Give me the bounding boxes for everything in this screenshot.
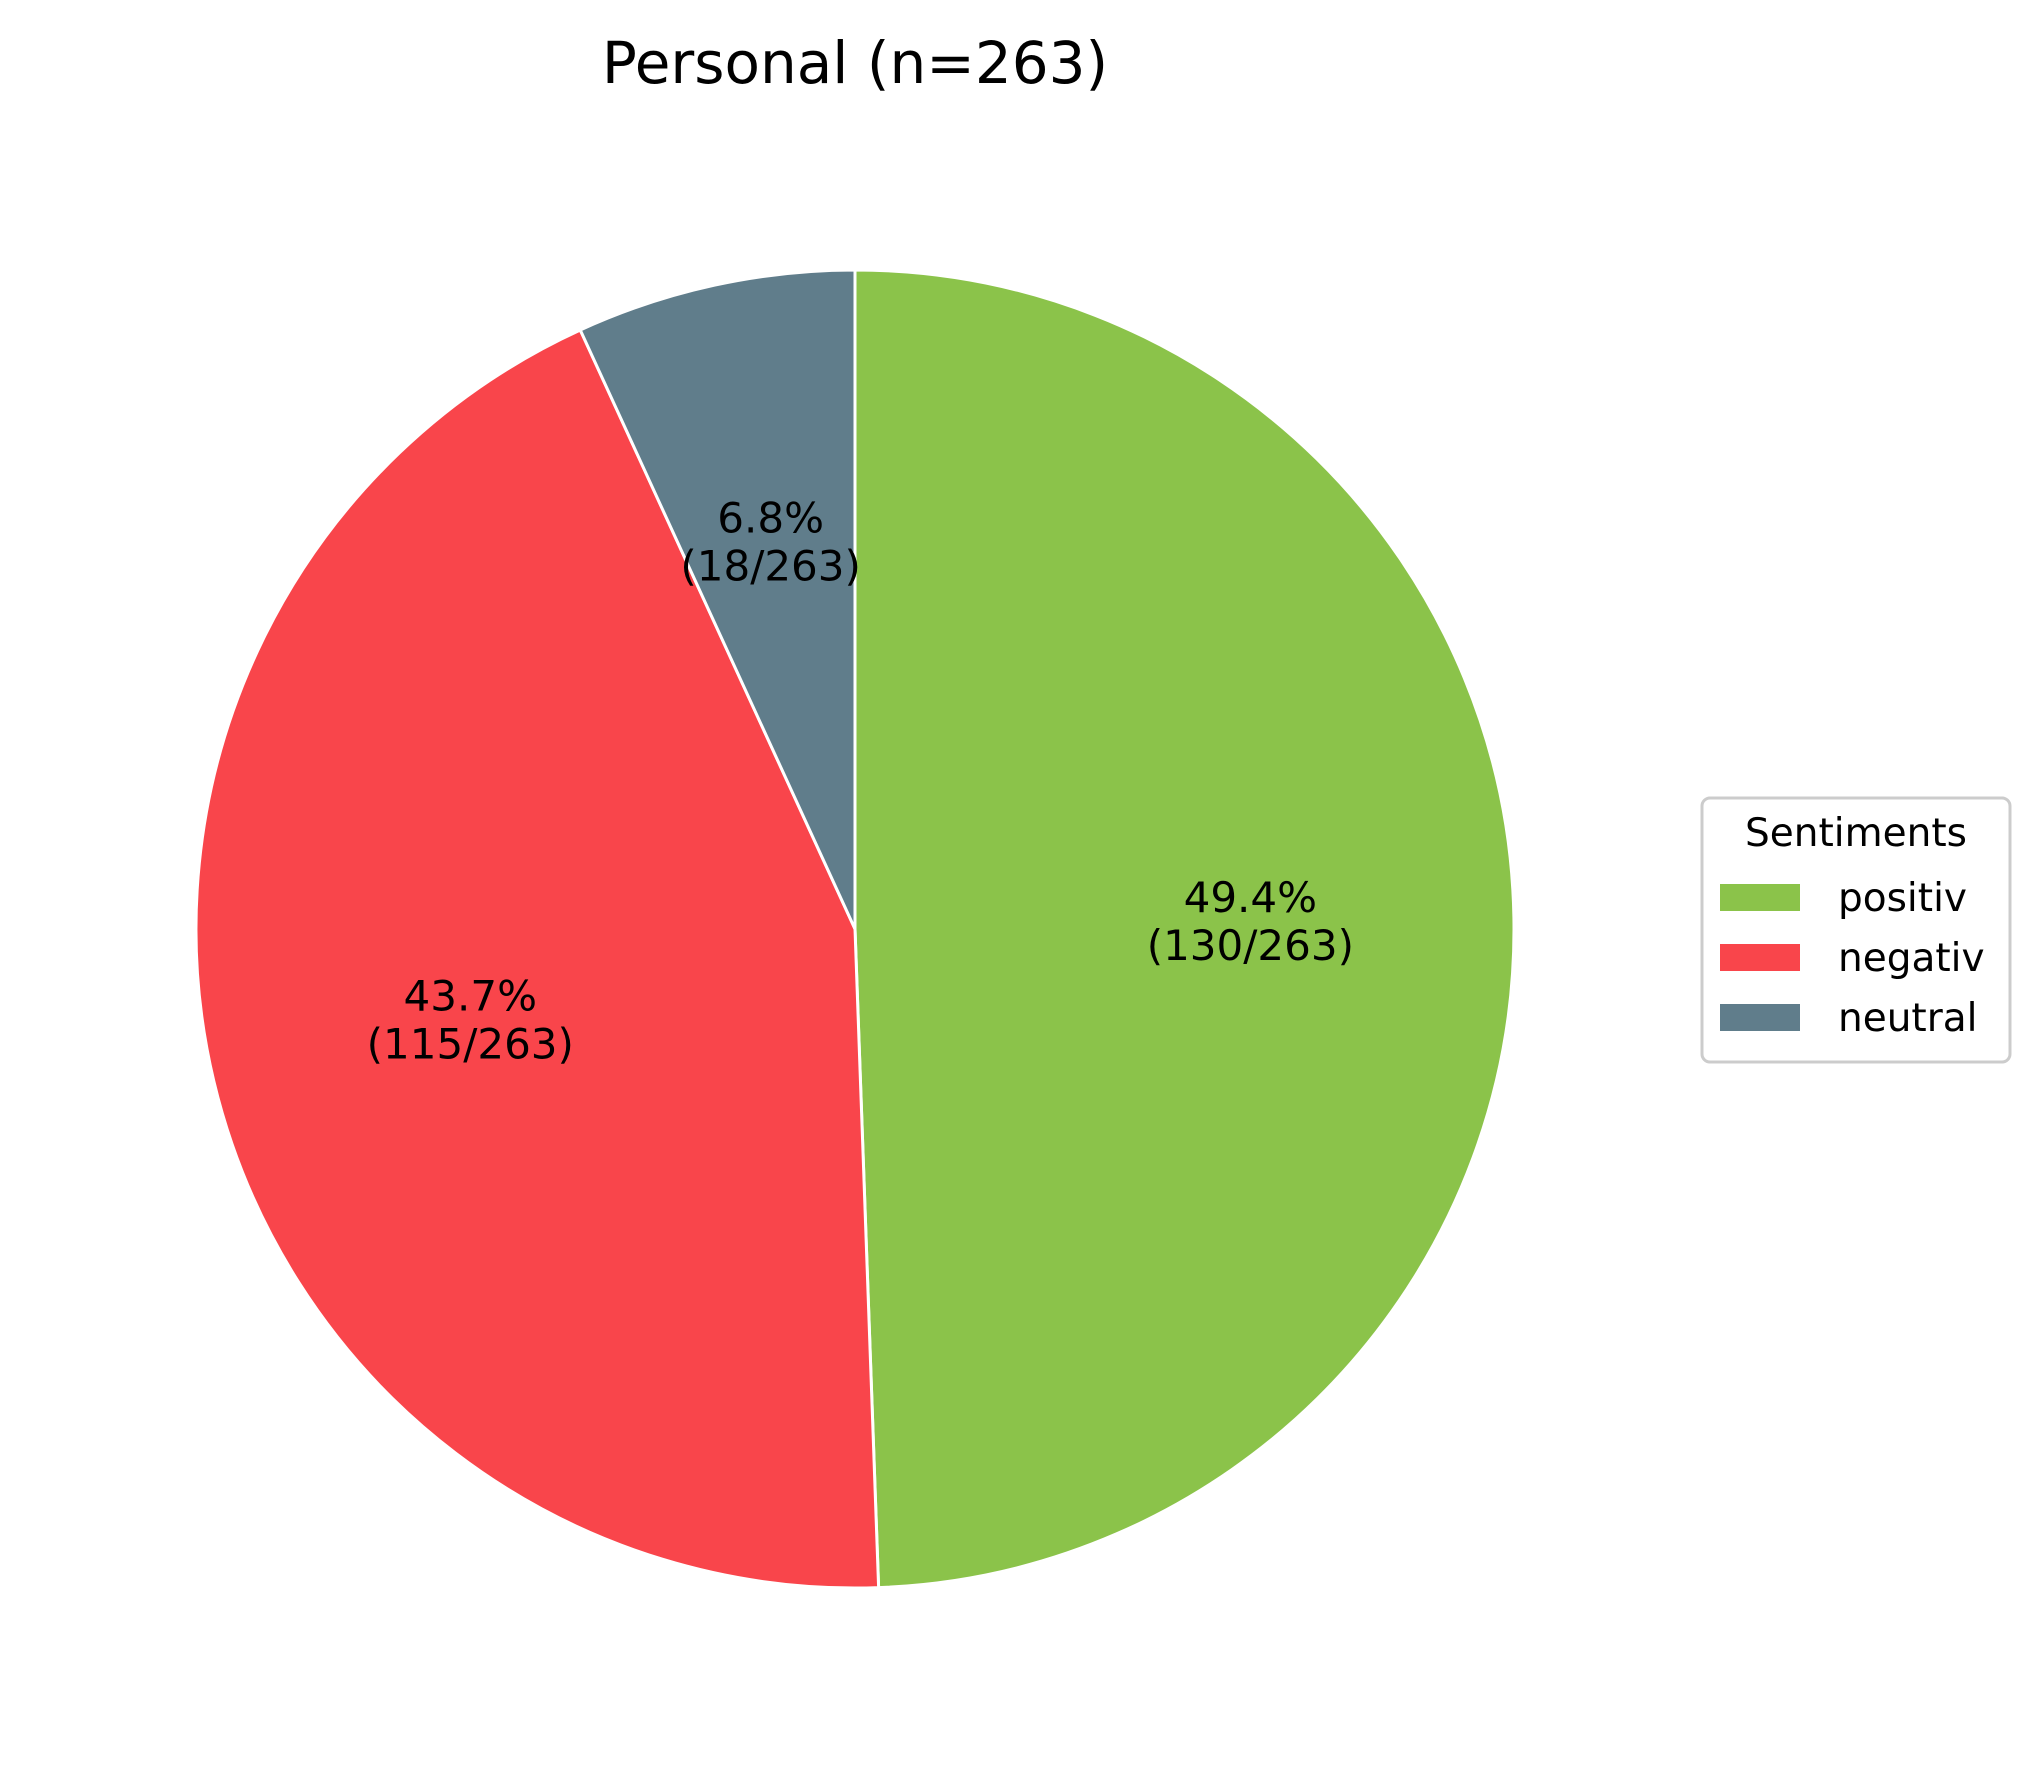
slice-percent-label-neutral: 6.8% <box>717 494 824 543</box>
legend-label-neutral: neutral <box>1838 996 1978 1041</box>
pie-slice-positiv <box>853 268 1516 1590</box>
slice-count-label-negativ: (115/263) <box>367 1019 574 1068</box>
legend-items: positiv negativ neutral <box>1720 876 1985 1041</box>
legend-label-negativ: negativ <box>1838 936 1985 981</box>
legend: Sentiments positiv negativ neutral <box>1700 796 2012 1064</box>
pie-slice-negativ <box>194 328 881 1590</box>
slice-count-label-positiv: (130/263) <box>1147 921 1354 970</box>
legend-swatch-negativ <box>1720 944 1800 971</box>
pie-slice-labels: 49.4%(130/263) 43.7%(115/263) 6.8%(18/263) <box>367 494 1354 1069</box>
legend-title: Sentiments <box>1745 811 1967 856</box>
legend-label-positiv: positiv <box>1838 876 1967 921</box>
slice-percent-label-negativ: 43.7% <box>404 971 537 1020</box>
chart-title: Personal (n=263) <box>602 29 1108 97</box>
slice-count-label-neutral: (18/263) <box>680 542 861 591</box>
legend-frame <box>1700 796 2012 1064</box>
pie-slices <box>194 268 1516 1590</box>
legend-swatch-neutral <box>1720 1004 1800 1031</box>
legend-swatch-positiv <box>1720 884 1800 911</box>
pie-slice-neutral <box>578 268 857 931</box>
slice-percent-label-positiv: 49.4% <box>1184 873 1317 922</box>
